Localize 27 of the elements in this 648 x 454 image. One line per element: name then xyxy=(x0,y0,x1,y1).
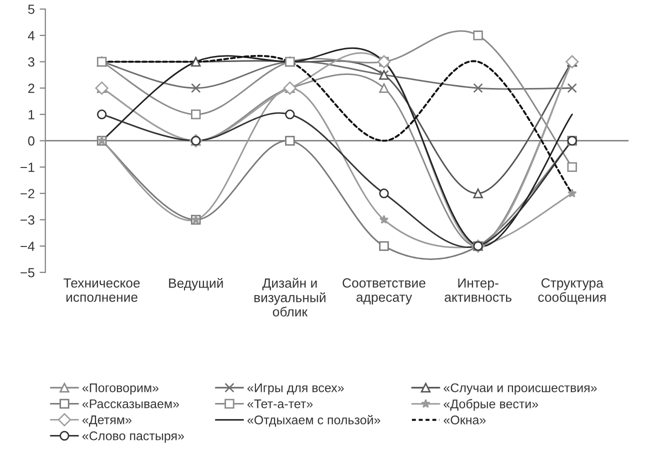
legend-label: «Рассказываем» xyxy=(82,400,179,408)
y-tick-label: −3 xyxy=(20,215,34,225)
legend-label: «Поговорим» xyxy=(82,383,158,395)
x-tick-label: Ведущий xyxy=(169,278,223,290)
legend-label: «Детям» xyxy=(82,416,132,427)
y-tick-label: 5 xyxy=(28,4,34,14)
y-tick-label: 2 xyxy=(28,84,34,93)
legend-label: «Окна» xyxy=(444,416,486,424)
y-tick-label: 4 xyxy=(28,31,35,40)
x-tick-label: Дизайн и визуальный облик xyxy=(254,278,326,316)
legend-label: «Тет-а-тет» xyxy=(247,400,313,408)
y-tick-label: 0 xyxy=(28,136,34,146)
legend-label: «Добрые вести» xyxy=(444,399,538,411)
x-tick-label: Интер- активность xyxy=(444,278,512,302)
x-tick-label: Соответствие адресату xyxy=(342,278,426,304)
legend-label: «Случаи и происшествия» xyxy=(444,383,597,395)
y-tick-label: −2 xyxy=(20,188,34,198)
legend-label: «Отдыхаем с пользой» xyxy=(247,414,380,427)
y-tick-label: 3 xyxy=(28,57,34,67)
x-tick-label: Структура сообщения xyxy=(538,278,606,304)
y-tick-label: −1 xyxy=(20,162,34,172)
legend-label: «Слово пастыря» xyxy=(82,431,184,443)
x-tick-label: Техническое исполнение xyxy=(64,278,140,302)
y-tick-label: −4 xyxy=(20,242,35,251)
legend-label: «Игры для всех» xyxy=(247,383,344,395)
y-tick-label: 1 xyxy=(28,110,34,120)
y-tick-label: −5 xyxy=(20,268,34,278)
